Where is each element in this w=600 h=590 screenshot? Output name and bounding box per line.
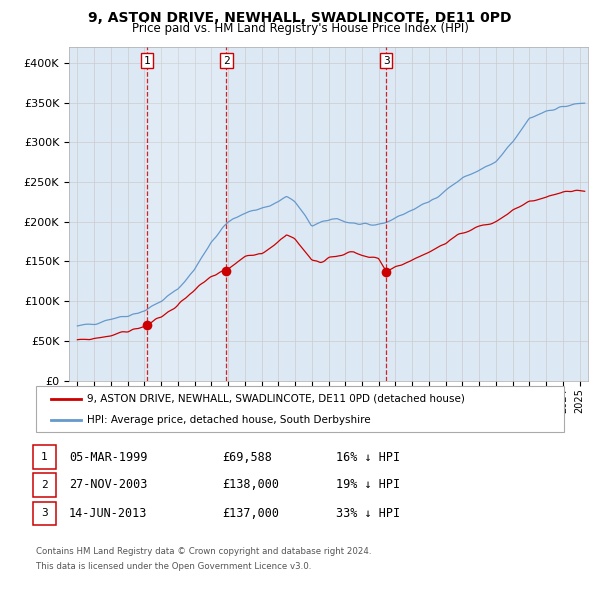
Text: Price paid vs. HM Land Registry's House Price Index (HPI): Price paid vs. HM Land Registry's House … — [131, 22, 469, 35]
Text: 05-MAR-1999: 05-MAR-1999 — [69, 451, 148, 464]
Text: £137,000: £137,000 — [222, 507, 279, 520]
Text: Contains HM Land Registry data © Crown copyright and database right 2024.: Contains HM Land Registry data © Crown c… — [36, 547, 371, 556]
Text: 9, ASTON DRIVE, NEWHALL, SWADLINCOTE, DE11 0PD (detached house): 9, ASTON DRIVE, NEWHALL, SWADLINCOTE, DE… — [87, 394, 465, 404]
Text: 27-NOV-2003: 27-NOV-2003 — [69, 478, 148, 491]
Text: 1: 1 — [41, 453, 48, 462]
Text: £138,000: £138,000 — [222, 478, 279, 491]
Text: HPI: Average price, detached house, South Derbyshire: HPI: Average price, detached house, Sout… — [87, 415, 371, 425]
Text: 2: 2 — [41, 480, 48, 490]
Bar — [147, 47, 226, 381]
Text: 33% ↓ HPI: 33% ↓ HPI — [336, 507, 400, 520]
Text: 3: 3 — [383, 55, 389, 65]
Text: 2: 2 — [223, 55, 230, 65]
Text: This data is licensed under the Open Government Licence v3.0.: This data is licensed under the Open Gov… — [36, 562, 311, 571]
Text: 3: 3 — [41, 509, 48, 518]
Text: 14-JUN-2013: 14-JUN-2013 — [69, 507, 148, 520]
Text: £69,588: £69,588 — [222, 451, 272, 464]
Text: 19% ↓ HPI: 19% ↓ HPI — [336, 478, 400, 491]
Text: 16% ↓ HPI: 16% ↓ HPI — [336, 451, 400, 464]
Text: 9, ASTON DRIVE, NEWHALL, SWADLINCOTE, DE11 0PD: 9, ASTON DRIVE, NEWHALL, SWADLINCOTE, DE… — [88, 11, 512, 25]
Text: 1: 1 — [144, 55, 151, 65]
